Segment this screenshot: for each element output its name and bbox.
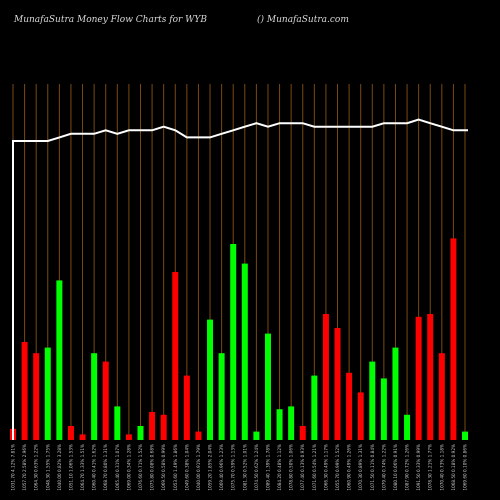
money-flow-bar [149,412,156,440]
money-flow-bar [322,314,329,440]
money-flow-bar [172,272,179,440]
price-line [12,118,468,440]
site-credit: () MunafaSutra.com [257,15,349,25]
x-tick-label: 1084.20 0.48% 1.12% [277,444,282,491]
x-tick-label: 1069.60 0.10% 0.86% [463,444,468,491]
money-flow-bar [438,353,445,440]
x-tick-label: 1069.40 0.96% 1.23% [219,444,224,491]
money-flow-bar [427,314,434,440]
x-tick-label: 1060.90 0.49% 1.26% [347,444,352,491]
money-flow-bar [195,431,202,440]
x-tick-label: 1078.80 0.50% 1.06% [289,444,294,491]
money-flow-bar [218,353,225,440]
money-flow-bar [299,426,306,440]
money-flow-bar [357,392,364,440]
money-flow-bar [450,238,457,440]
vertical-gridlines [12,84,466,440]
x-tick-label: 1071.60 0.54% 1.21% [312,444,317,491]
x-tick-label: 1080.10 0.06% 0.91% [393,444,398,491]
x-tick-label: 1040.00 0.91% 1.79% [196,444,201,491]
money-flow-bar [253,431,260,440]
money-flow-bar [207,319,214,440]
money-flow-bars [10,238,468,440]
money-flow-bar [21,342,28,440]
x-tick-label: 1066.30 0.49% 1.17% [323,444,328,491]
money-flow-bar [404,414,411,440]
chart-title: MunafaSutra Money Flow Charts for WYB [14,15,207,25]
x-tick-label: 1059.20 1.85% 2.04% [208,444,213,491]
money-flow-bar [79,434,86,440]
x-tick-label: 1051.10 1.06% 1.53% [68,444,73,491]
x-tick-label: 1060.40 0.41% 1.62% [92,444,97,491]
x-tick-label: 1055.70 0.99% 1.52% [335,444,340,491]
x-tick-label: 1070.40 0.73% 1.18% [439,444,444,491]
x-tick-label: 1068.50 0.18% 0.92% [451,444,456,491]
money-flow-bar [380,378,387,440]
money-flow-bar [241,263,248,440]
x-tick-label: 1053.60 1.49% 1.86% [173,444,178,491]
x-tick-label: 1075.70 0.59% 1.13% [231,444,236,491]
x-tick-label: 1064.70 1.33% 1.51% [80,444,85,491]
money-flow-bar [137,426,144,440]
money-flow-bar [264,333,271,440]
x-tick-label: 1089.40 1.39% 1.78% [265,444,270,491]
x-tick-label: 1065.40 0.31% 1.07% [115,444,120,491]
money-flow-bar [183,375,190,440]
x-tick-label: 1091.50 0.33% 0.99% [416,444,421,491]
money-flow-bar [102,361,109,440]
money-flow-bar [125,434,132,440]
money-flow-bar [462,431,468,440]
x-tick-label: 1077.40 0.13% 0.93% [300,444,305,491]
money-flow-bar [230,244,237,440]
x-tick-label: 1076.60 0.71% 1.52% [138,444,143,491]
x-tick-label: 1071.50 0.11% 0.84% [370,444,375,491]
money-flow-bar [160,414,167,440]
x-tick-label: 1048.30 1.55% 1.75% [45,444,50,491]
x-tick-label: 1087.90 0.72% 1.26% [405,444,410,491]
x-tick-label: 1070.30 0.89% 1.31% [358,444,363,491]
money-flow-bar [346,372,353,440]
money-flow-bar [369,361,376,440]
x-tick-label: 1078.30 1.21% 1.77% [428,444,433,491]
money-flow-bar [311,375,318,440]
x-tick-label: 1074.50 0.62% 1.24% [254,444,259,491]
money-flow-bar [288,406,295,440]
x-tick-label: 1031.70 4.12% 7.81% [11,444,16,491]
x-tick-label: 1057.70 2.58% 2.96% [22,444,27,491]
money-flow-bar [392,347,399,440]
x-tick-label: 1064.30 0.63% 1.22% [34,444,39,491]
x-tick-label: 1069.00 0.34% 1.28% [126,444,131,491]
money-flow-bar [415,316,422,440]
money-flow-bar [56,280,63,440]
money-flow-bar [44,347,51,440]
x-tick-label: 1079.40 0.74% 1.22% [381,444,386,491]
money-flow-bar [276,409,283,440]
x-tick-label: 1068.70 0.80% 1.31% [103,444,108,491]
x-tick-label: 1081.30 0.52% 1.01% [242,444,247,491]
money-flow-bar [114,406,121,440]
x-tick-label: 1040.00 0.82% 3.28% [57,444,62,491]
money-flow-bar [91,353,98,440]
money-flow-bar [33,353,40,440]
money-flow-bar [334,328,341,440]
x-tick-label: 1069.50 0.58% 0.99% [161,444,166,491]
x-tick-label: 1049.60 0.38% 1.04% [184,444,189,491]
money-flow-bar [67,426,74,440]
x-tick-label: 1075.80 0.08% 0.68% [150,444,155,491]
x-tick-labels: 1031.70 4.12% 7.81% 1057.70 2.58% 2.96% 10… [11,444,468,491]
